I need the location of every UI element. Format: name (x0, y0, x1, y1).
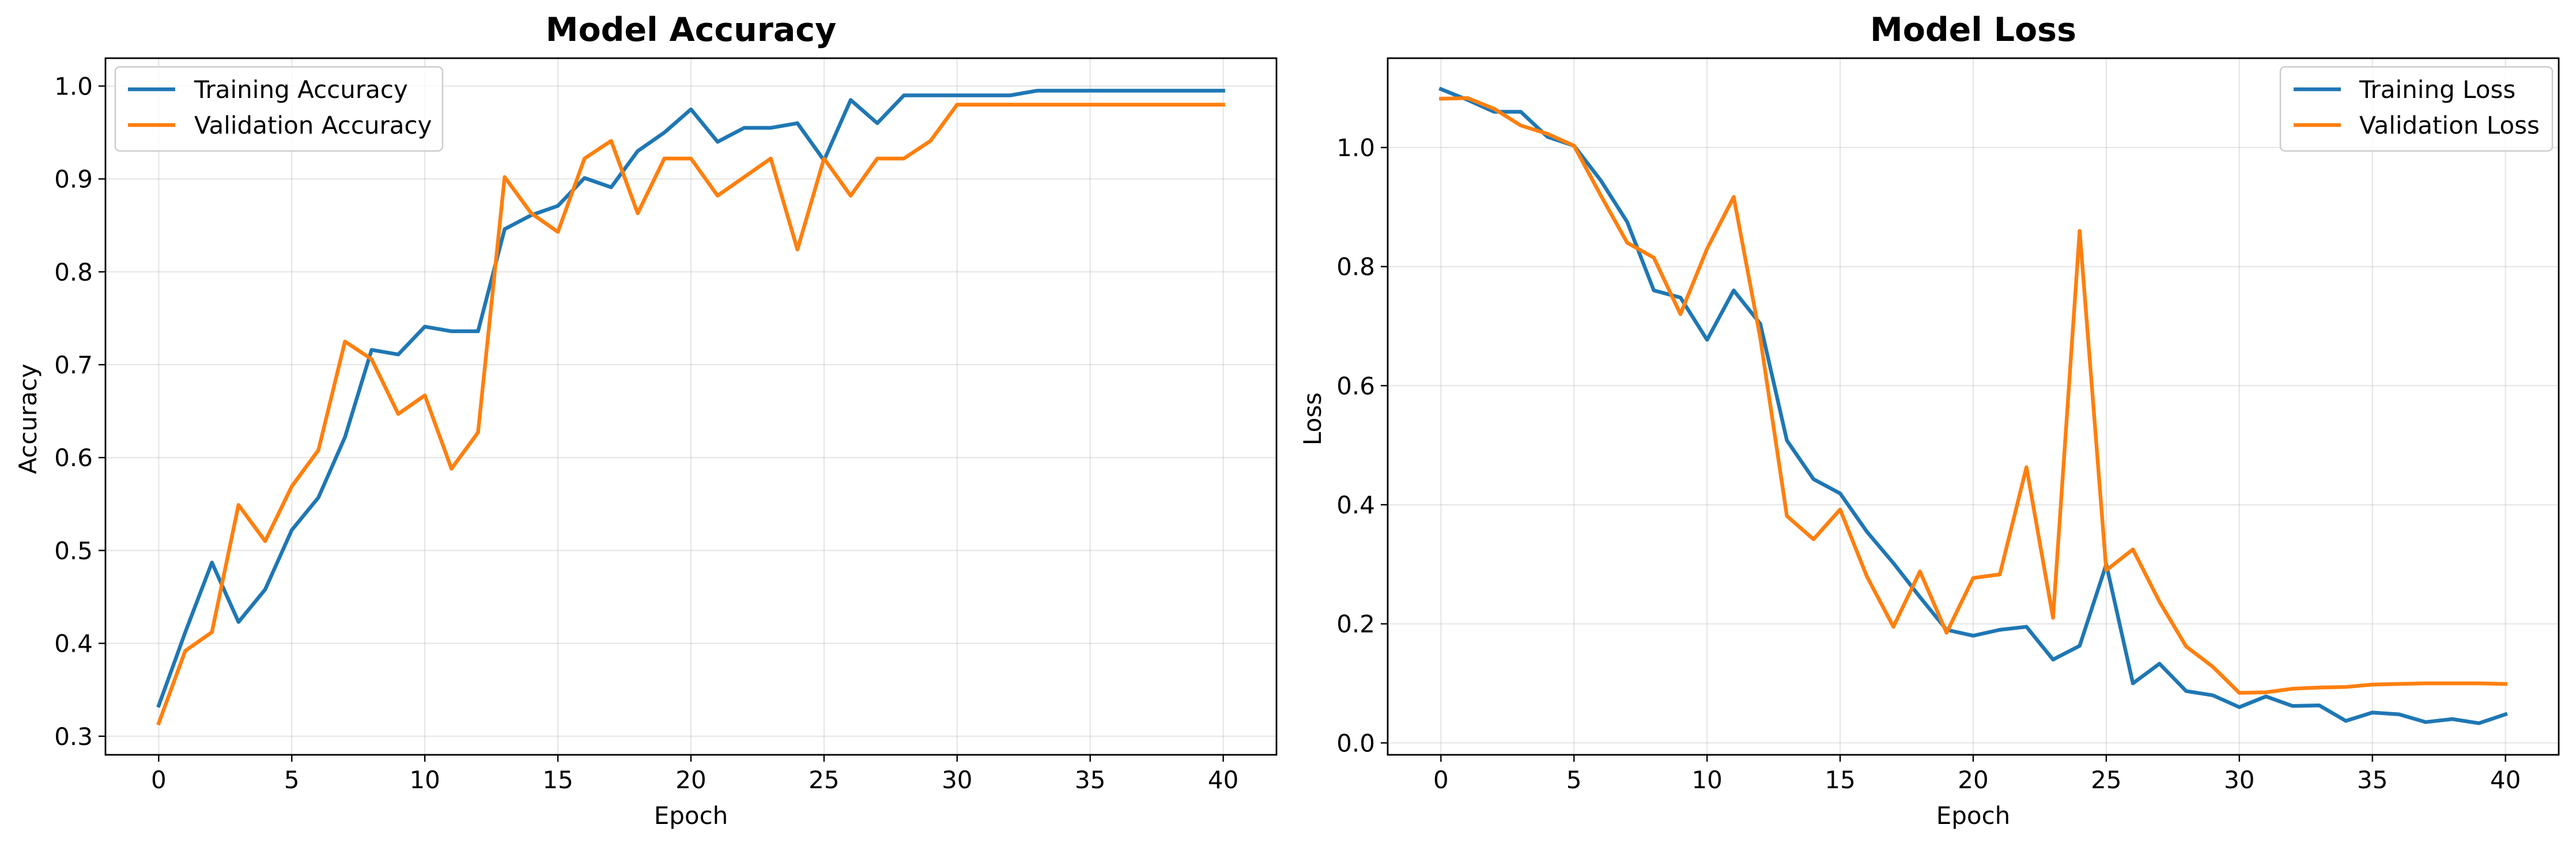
loss-grid (1388, 58, 2559, 755)
accuracy-series (156, 89, 1225, 726)
accuracy-y-tick-label: 1.0 (54, 72, 93, 100)
accuracy-grid (105, 58, 1276, 755)
accuracy-x-tick-label: 25 (809, 766, 839, 794)
loss-legend: Training Loss Validation Loss (2279, 66, 2554, 152)
accuracy-series-line-training (156, 89, 1225, 708)
accuracy-x-tick-label: 0 (151, 766, 167, 794)
loss-x-tick-label: 25 (2091, 766, 2121, 794)
accuracy-chart-title: Model Accuracy (546, 11, 837, 49)
accuracy-chart: 0 5 10 15 20 25 30 35 40 0.3 0.4 0.5 0.6 0.7 0.8 0.9 1.0… (14, 11, 1278, 830)
accuracy-series-line-validation (156, 103, 1225, 726)
loss-legend-label-validation: Validation Loss (2359, 111, 2540, 139)
loss-x-tick-label: 20 (1958, 766, 1988, 794)
accuracy-x-axis-label: Epoch (654, 801, 728, 830)
accuracy-y-tick-label: 0.7 (54, 351, 93, 379)
loss-y-axis-label: Loss (1298, 392, 1327, 445)
loss-x-axis-label: Epoch (1936, 801, 2011, 830)
loss-series (1438, 86, 2508, 725)
loss-series-line-training (1438, 86, 2508, 725)
loss-x-tick-label: 10 (1691, 766, 1722, 794)
accuracy-y-tick-label: 0.8 (54, 258, 93, 286)
accuracy-x-tick-label: 30 (942, 766, 972, 794)
accuracy-legend-label-validation: Validation Accuracy (194, 111, 432, 139)
accuracy-y-tick-label: 0.4 (54, 630, 93, 658)
loss-x-tick-label: 35 (2357, 766, 2388, 794)
loss-x-tick-label: 30 (2224, 766, 2254, 794)
accuracy-y-tick-label: 0.6 (54, 444, 93, 472)
accuracy-x-tick-label: 35 (1075, 766, 1105, 794)
accuracy-legend: Training Accuracy Validation Accuracy (114, 66, 444, 152)
loss-ticks: 0 5 10 15 20 25 30 35 40 0.0 0.2 0.4 0.6 0.8 1.0 (1336, 134, 2521, 794)
accuracy-y-axis-label: Accuracy (14, 364, 42, 474)
accuracy-x-tick-label: 20 (675, 766, 706, 794)
loss-chart: 0 5 10 15 20 25 30 35 40 0.0 0.2 0.4 0.6 0.8 1.0 Model… (1298, 11, 2560, 830)
loss-x-tick-label: 40 (2490, 766, 2521, 794)
loss-y-tick-label: 0.2 (1336, 610, 1375, 638)
loss-y-tick-label: 1.0 (1336, 134, 1375, 162)
loss-series-line-validation (1439, 96, 2507, 695)
accuracy-y-tick-label: 0.3 (54, 723, 93, 751)
loss-x-tick-label: 5 (1566, 766, 1582, 794)
accuracy-legend-label-training: Training Accuracy (194, 75, 408, 104)
loss-x-tick-label: 15 (1825, 766, 1855, 794)
accuracy-x-tick-label: 5 (284, 766, 300, 794)
loss-legend-label-training: Training Loss (2359, 75, 2515, 104)
accuracy-x-tick-label: 15 (542, 766, 573, 794)
loss-y-tick-label: 0.8 (1336, 253, 1375, 281)
accuracy-x-tick-label: 40 (1208, 766, 1238, 794)
accuracy-x-tick-label: 10 (409, 766, 440, 794)
loss-y-tick-label: 0.0 (1336, 729, 1375, 757)
loss-y-tick-label: 0.6 (1336, 372, 1375, 400)
accuracy-y-tick-label: 0.9 (54, 165, 93, 194)
loss-chart-title: Model Loss (1870, 11, 2076, 49)
accuracy-legend-box (114, 66, 444, 152)
accuracy-ticks: 0 5 10 15 20 25 30 35 40 0.3 0.4 0.5 0.6 0.7 0.8 0.9 1.0 (54, 72, 1238, 794)
loss-y-tick-label: 0.4 (1336, 491, 1375, 519)
accuracy-y-tick-label: 0.5 (54, 536, 93, 565)
loss-legend-box (2279, 66, 2554, 152)
loss-x-tick-label: 0 (1433, 766, 1449, 794)
